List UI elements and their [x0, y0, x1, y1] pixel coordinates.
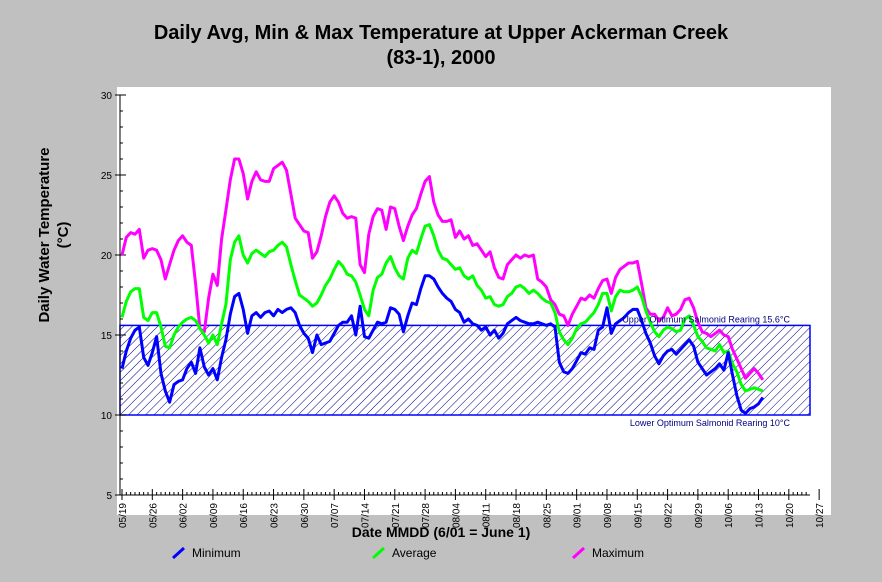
x-tick-label: 09/01 — [573, 503, 584, 528]
y-tick-label: 15 — [101, 331, 113, 342]
legend-minimum-swatch — [172, 547, 186, 559]
x-tick-label: 10/06 — [724, 503, 735, 528]
chart-title: Daily Avg, Min & Max Temperature at Uppe… — [153, 22, 729, 44]
x-tick-label: 09/29 — [694, 503, 705, 528]
x-tick-label: 09/15 — [633, 503, 644, 528]
optimum-band — [119, 324, 811, 416]
x-tick-label: 06/16 — [239, 503, 250, 528]
y-tick-label: 20 — [101, 251, 113, 262]
x-tick-label: 09/22 — [664, 503, 675, 528]
x-tick-label: 05/26 — [148, 503, 159, 528]
legend-maximum-swatch — [572, 547, 586, 559]
x-tick-label: 10/27 — [815, 503, 826, 528]
y-tick-label: 10 — [101, 411, 113, 422]
x-tick-label: 06/23 — [270, 503, 281, 528]
x-tick-label: 08/11 — [482, 503, 493, 528]
x-tick-label: 08/04 — [451, 503, 462, 528]
x-tick-label: 05/19 — [118, 503, 129, 528]
y-axis-label: Daily Water Temperature — [36, 147, 53, 322]
upper-band-label: Upper Optimum Salmonid Rearing 15.6°C — [622, 314, 790, 324]
legend-maximum-label: Maximum — [592, 546, 645, 560]
series-line-maximum — [120, 157, 765, 381]
legend-minimum: Minimum — [172, 546, 241, 560]
lower-band-label: Lower Optimum Salmonid Rearing 10°C — [630, 418, 791, 428]
x-tick-label: 07/07 — [330, 503, 341, 528]
x-tick-label: 08/25 — [542, 503, 553, 528]
y-tick-label: 25 — [101, 171, 113, 182]
x-tick-label: 07/21 — [391, 503, 402, 528]
x-tick-label: 06/09 — [209, 503, 220, 528]
legend-average: Average — [372, 546, 436, 560]
series-line-minimum — [120, 274, 765, 415]
x-tick-label: 10/20 — [785, 503, 796, 528]
x-tick-label: 07/14 — [360, 503, 371, 528]
y-tick-label: 30 — [101, 91, 113, 102]
y-axis-unit: (°C) — [55, 222, 72, 249]
chart-subtitle: (83-1), 2000 — [386, 47, 496, 69]
plot-area — [117, 87, 831, 515]
x-axis-label: Date MMDD (6/01 = June 1) — [351, 524, 531, 540]
x-tick-label: 07/28 — [421, 503, 432, 528]
x-tick-label: 06/02 — [179, 503, 190, 528]
legend-average-swatch — [372, 547, 386, 559]
x-tick-label: 06/30 — [300, 503, 311, 528]
series-line-average — [120, 223, 764, 393]
y-tick-label: 5 — [106, 491, 112, 502]
x-tick-label: 09/08 — [603, 503, 614, 528]
legend-maximum: Maximum — [572, 546, 644, 560]
legend-average-label: Average — [392, 546, 437, 560]
x-tick-label: 08/18 — [512, 503, 523, 528]
legend-minimum-label: Minimum — [192, 546, 241, 560]
x-tick-label: 10/13 — [755, 503, 766, 528]
